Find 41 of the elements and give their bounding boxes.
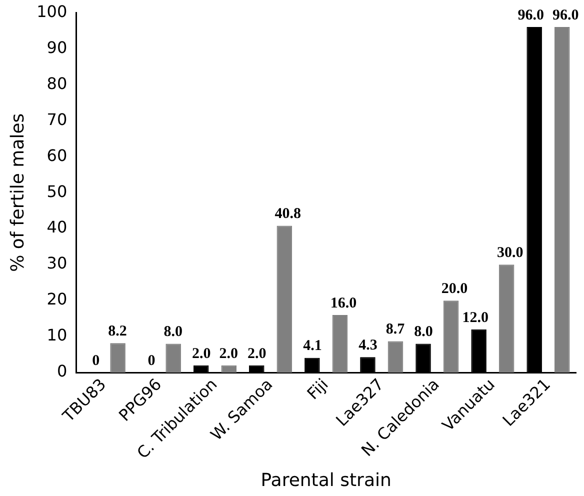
bar bbox=[276, 226, 292, 373]
y-axis-title: % of fertile males bbox=[7, 113, 28, 272]
data-label: 20.0 bbox=[441, 280, 468, 297]
data-label: 4.3 bbox=[358, 337, 378, 354]
y-tick-label: 10 bbox=[46, 326, 68, 345]
y-tick-label: 30 bbox=[46, 254, 68, 273]
bar bbox=[388, 341, 404, 373]
data-label: 8.7 bbox=[386, 322, 406, 338]
data-label: 8.0 bbox=[414, 324, 433, 340]
y-tick-label: 90 bbox=[46, 38, 68, 57]
data-label: 0 bbox=[148, 352, 156, 369]
x-tick-label: Fiji bbox=[303, 374, 332, 404]
bar bbox=[443, 300, 459, 373]
bar bbox=[166, 344, 181, 373]
data-label: 2.0 bbox=[248, 346, 266, 362]
data-label: 2.0 bbox=[219, 346, 238, 362]
bar bbox=[110, 343, 126, 373]
data-label: 96.0 bbox=[552, 7, 579, 24]
data-label: 40.8 bbox=[274, 206, 302, 222]
data-label: 8.2 bbox=[108, 323, 127, 340]
y-tick-label: 70 bbox=[46, 110, 68, 129]
data-label: 96.0 bbox=[518, 7, 544, 24]
data-label: 30.0 bbox=[496, 244, 524, 261]
data-label: 12.0 bbox=[462, 310, 488, 326]
bar bbox=[554, 27, 570, 373]
bar bbox=[498, 264, 514, 373]
y-tick-label: 100 bbox=[36, 2, 68, 21]
y-tick-label: 80 bbox=[46, 74, 68, 93]
data-label: 16.0 bbox=[330, 295, 357, 312]
data-label: 4.1 bbox=[303, 338, 322, 354]
y-tick-label: 0 bbox=[56, 362, 68, 381]
bar bbox=[332, 314, 348, 373]
y-tick-label: 50 bbox=[46, 182, 68, 201]
y-tick-label: 60 bbox=[46, 146, 68, 165]
x-axis-title: Parental strain bbox=[260, 470, 392, 491]
y-tick-label: 40 bbox=[46, 218, 68, 237]
data-label: 0 bbox=[92, 352, 100, 369]
data-label: 2.0 bbox=[192, 346, 211, 362]
data-label: 8.0 bbox=[164, 324, 182, 340]
bar bbox=[221, 365, 237, 373]
y-tick-label: 20 bbox=[46, 290, 68, 309]
